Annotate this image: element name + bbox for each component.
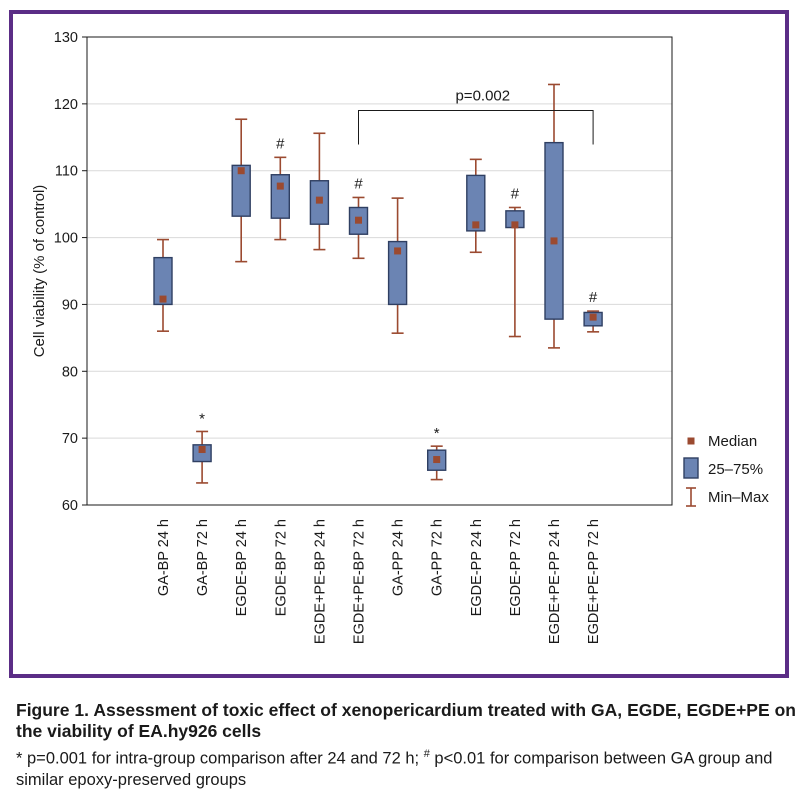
significance-mark: # <box>276 135 285 152</box>
box-plot-series: * # # * # # <box>153 83 603 484</box>
x-axis-labels: GA-BP 24 h GA-BP 72 h EGDE-BP 24 h EGDE-BP … <box>156 519 602 644</box>
significance-mark: # <box>511 185 520 202</box>
category-label: EGDE-BP 24 h <box>234 519 250 616</box>
significance-mark: * <box>434 425 440 442</box>
caption-note-sup: # <box>423 748 430 760</box>
legend-label: Median <box>708 433 757 450</box>
median-marker <box>237 167 245 175</box>
category-label: EGDE+PE-PP 72 h <box>586 519 602 644</box>
legend-box-symbol <box>683 457 699 479</box>
bracket-line <box>358 110 594 145</box>
category-label: EGDE+PE-BP 24 h <box>312 519 328 644</box>
y-axis-title: Cell viability (% of control) <box>31 185 48 358</box>
box-group <box>387 197 408 334</box>
significance-mark: # <box>589 289 598 306</box>
significance-mark: # <box>354 175 363 192</box>
caption-note: * p=0.001 for intra-group comparison aft… <box>16 744 796 791</box>
y-tick-label: 130 <box>54 30 78 46</box>
bracket-label: p=0.002 <box>455 88 510 105</box>
iqr-box <box>466 174 486 232</box>
category-label: GA-PP 72 h <box>430 519 446 596</box>
y-axis-ticks: 60 70 80 90 100 110 120 130 <box>54 30 87 514</box>
box-group <box>153 238 173 332</box>
caption-title: Figure 1. Assessment of toxic effect of … <box>16 700 796 741</box>
median-marker <box>550 237 558 245</box>
caption-note-part1: * p=0.001 for intra-group comparison aft… <box>16 749 424 768</box>
plot-area-border <box>86 36 673 506</box>
category-label: EGDE-BP 72 h <box>273 519 289 616</box>
legend-item-box: 25–75% <box>683 457 763 479</box>
y-tick-label: 100 <box>54 231 78 247</box>
iqr-box <box>192 444 212 463</box>
legend-item-whisker: Min–Max <box>686 487 769 507</box>
iqr-box <box>231 164 251 217</box>
iqr-box <box>153 256 173 306</box>
grid-lines <box>87 103 672 439</box>
y-tick-label: 80 <box>62 364 78 380</box>
category-label: GA-PP 24 h <box>391 519 407 596</box>
legend-item-median: Median <box>687 433 757 450</box>
median-marker <box>198 446 206 454</box>
box-group: # <box>505 185 525 338</box>
caption-note-part2: p<0.01 for comparison between GA group a… <box>16 749 773 789</box>
category-label: EGDE-PP 72 h <box>508 519 524 616</box>
box-group: # <box>583 289 603 333</box>
box-group <box>231 118 251 263</box>
y-tick-label: 60 <box>62 498 78 514</box>
median-marker <box>394 247 402 255</box>
legend-label: Min–Max <box>708 489 769 506</box>
category-label: GA-BP 24 h <box>156 519 172 596</box>
box-group: * <box>192 410 212 484</box>
box-group: # <box>348 175 369 260</box>
iqr-box <box>387 240 408 306</box>
legend-label: 25–75% <box>708 461 763 478</box>
legend: Median 25–75% Min–Max <box>683 433 769 507</box>
box-group: # <box>270 135 290 241</box>
box-group <box>309 132 330 251</box>
y-tick-label: 70 <box>62 431 78 447</box>
median-marker <box>472 221 480 229</box>
significance-mark: * <box>199 410 205 427</box>
median-marker <box>315 196 323 204</box>
median-marker <box>511 221 519 229</box>
box-group: * <box>427 425 447 481</box>
median-marker <box>159 295 167 303</box>
category-label: EGDE-PP 24 h <box>469 519 485 616</box>
significance-bracket: p=0.002 <box>358 88 594 145</box>
category-label: EGDE+PE-BP 72 h <box>352 519 368 644</box>
y-tick-label: 90 <box>62 297 78 313</box>
box-group <box>466 158 486 254</box>
legend-median-marker <box>687 437 695 445</box>
figure-frame <box>9 10 789 678</box>
median-marker <box>276 182 284 190</box>
median-marker <box>355 216 362 224</box>
y-tick-label: 120 <box>54 97 78 113</box>
box-group <box>544 83 564 349</box>
iqr-box <box>270 174 290 219</box>
category-label: EGDE+PE-PP 24 h <box>547 519 563 644</box>
median-marker <box>433 456 441 464</box>
iqr-box <box>544 141 564 320</box>
figure-caption: Figure 1. Assessment of toxic effect of … <box>16 700 796 791</box>
median-marker <box>589 313 597 321</box>
category-label: GA-BP 72 h <box>195 519 211 596</box>
y-tick-label: 110 <box>55 164 78 180</box>
